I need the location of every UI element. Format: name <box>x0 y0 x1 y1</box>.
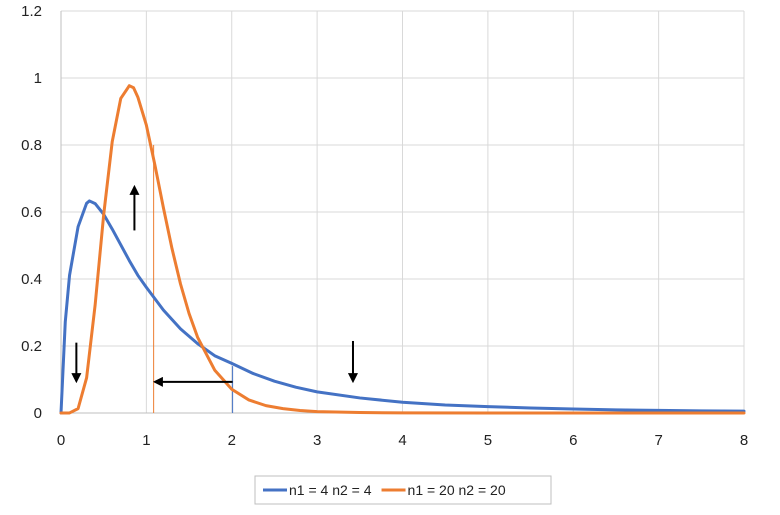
x-tick-label: 2 <box>228 432 236 449</box>
legend-label-2: n1 = 20 n2 = 20 <box>408 482 506 498</box>
legend-label-1: n1 = 4 n2 = 4 <box>289 482 372 498</box>
x-tick-label: 1 <box>142 432 150 449</box>
y-tick-label: 1.2 <box>21 3 42 20</box>
legend: n1 = 4 n2 = 4 n1 = 20 n2 = 20 <box>254 475 552 505</box>
x-tick-label: 8 <box>740 432 748 449</box>
series-line-2 <box>59 84 746 415</box>
x-tick-label: 0 <box>57 432 65 449</box>
x-tick-label: 6 <box>569 432 577 449</box>
y-tick-label: 0.2 <box>21 338 42 355</box>
series-line-1 <box>59 199 746 415</box>
y-tick-label: 0.4 <box>21 271 42 288</box>
x-tick-label: 4 <box>398 432 406 449</box>
y-tick-label: 0.6 <box>21 204 42 221</box>
tick-labels: 0 1 2 3 4 5 6 7 8 0 0.2 0.4 0.6 0.8 1 1.2 <box>21 3 748 449</box>
series-lines <box>59 84 746 415</box>
y-tick-label: 1 <box>34 70 42 87</box>
y-tick-label: 0.8 <box>21 137 42 154</box>
y-tick-label: 0 <box>34 405 42 422</box>
x-tick-label: 3 <box>313 432 321 449</box>
annotation-arrows <box>71 184 358 387</box>
x-tick-label: 7 <box>654 432 662 449</box>
x-tick-label: 5 <box>484 432 492 449</box>
